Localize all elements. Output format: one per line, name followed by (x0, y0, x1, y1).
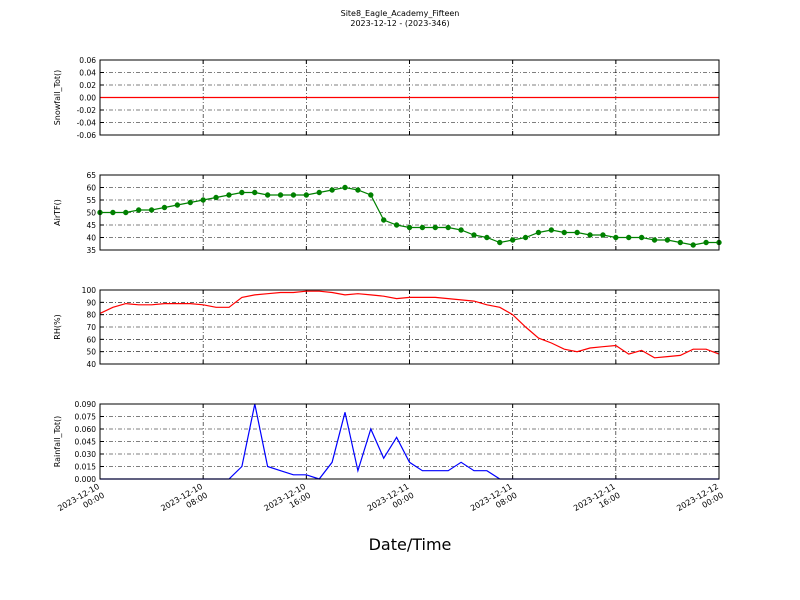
y-tick-label: 0.075 (75, 413, 97, 422)
y-tick-label: 50 (86, 348, 96, 357)
y-tick-label: 0.015 (75, 463, 97, 472)
y-axis-label: Rainfall_Tot() (53, 416, 62, 468)
y-tick-label: 0.06 (79, 56, 96, 65)
chart-title: Site8_Eagle_Academy_Fifteen (341, 9, 460, 18)
data-point (342, 184, 348, 191)
y-tick-label: 90 (86, 298, 96, 307)
data-point (445, 224, 451, 231)
x-tick-label: 2023-12-1000:00 (56, 482, 106, 522)
x-axis-label: Date/Time (369, 535, 452, 554)
y-tick-label: 0.090 (75, 400, 97, 409)
data-point (626, 234, 632, 241)
y-tick-label: 0.02 (79, 81, 96, 90)
x-tick-label: 2023-12-1016:00 (263, 482, 313, 522)
data-point (600, 232, 606, 238)
data-point (703, 239, 709, 246)
y-tick-label: 0.000 (75, 475, 97, 484)
data-point (522, 234, 529, 241)
data-point (587, 232, 593, 238)
data-point (419, 224, 426, 231)
data-point (535, 229, 542, 236)
data-point (574, 229, 580, 236)
plot-frame (99, 289, 720, 365)
data-point (368, 192, 374, 198)
y-tick-label: 60 (86, 335, 96, 344)
x-tick-label: 2023-12-1116:00 (572, 482, 622, 522)
x-tick-label: 2023-12-1108:00 (469, 482, 519, 522)
data-point (303, 192, 310, 198)
data-point (264, 192, 271, 198)
data-point (677, 239, 684, 246)
data-point (329, 187, 335, 193)
y-tick-label: 65 (86, 171, 96, 180)
y-tick-label: 0.04 (79, 69, 96, 78)
data-point (290, 192, 297, 198)
data-point (148, 207, 155, 213)
y-tick-label: 40 (86, 360, 96, 369)
data-point (187, 199, 193, 206)
plot-frame (99, 59, 720, 136)
chart-subtitle: 2023-12-12 - (2023-346) (350, 19, 449, 28)
y-axis-label: Snowfall_Tot() (53, 70, 62, 126)
data-point (161, 204, 168, 211)
data-point (393, 222, 400, 228)
data-point (458, 227, 464, 233)
data-point (355, 187, 361, 193)
data-point (432, 224, 438, 231)
data-point (561, 229, 567, 236)
y-tick-label: 0.030 (75, 450, 97, 459)
plot-frame (99, 174, 720, 251)
plot-frame (99, 403, 720, 480)
data-point (690, 242, 696, 248)
x-tick-label: 2023-12-1200:00 (675, 482, 725, 522)
data-point (664, 237, 671, 243)
data-point (613, 234, 619, 241)
data-point (200, 197, 206, 203)
y-tick-label: 50 (86, 209, 96, 218)
y-axis-label: AirTF() (53, 199, 62, 226)
data-point (316, 189, 322, 196)
y-tick-label: 0.060 (75, 425, 97, 434)
y-tick-label: -0.02 (77, 106, 97, 115)
data-point (509, 237, 516, 243)
data-point (651, 237, 658, 243)
data-point (548, 227, 555, 233)
y-tick-label: 0.045 (75, 438, 97, 447)
data-point (471, 232, 477, 238)
data-point (484, 234, 490, 241)
data-point (381, 217, 387, 223)
y-axis-label: RH(%) (53, 314, 62, 339)
y-tick-label: 0.00 (79, 94, 96, 103)
data-point (239, 189, 245, 196)
y-tick-label: 55 (86, 196, 96, 205)
data-point (123, 209, 129, 216)
data-point (497, 239, 503, 246)
y-tick-label: -0.06 (77, 131, 97, 140)
y-tick-label: 70 (86, 323, 96, 332)
y-tick-label: 45 (86, 221, 96, 230)
data-point (110, 209, 116, 216)
y-tick-label: 80 (86, 311, 96, 320)
data-point (638, 234, 645, 241)
data-point (135, 207, 142, 213)
y-tick-label: 35 (86, 246, 96, 255)
data-point (213, 194, 219, 201)
data-point (277, 192, 284, 198)
y-tick-label: -0.04 (77, 119, 97, 128)
y-tick-label: 60 (86, 184, 96, 193)
data-line (99, 290, 720, 359)
x-tick-label: 2023-12-1008:00 (159, 482, 209, 522)
y-tick-label: 40 (86, 234, 96, 243)
x-tick-label: 2023-12-1100:00 (366, 482, 416, 522)
data-point (252, 189, 258, 196)
y-tick-label: 100 (82, 286, 97, 295)
data-point (226, 192, 232, 198)
data-point (174, 202, 181, 208)
data-point (406, 224, 413, 231)
